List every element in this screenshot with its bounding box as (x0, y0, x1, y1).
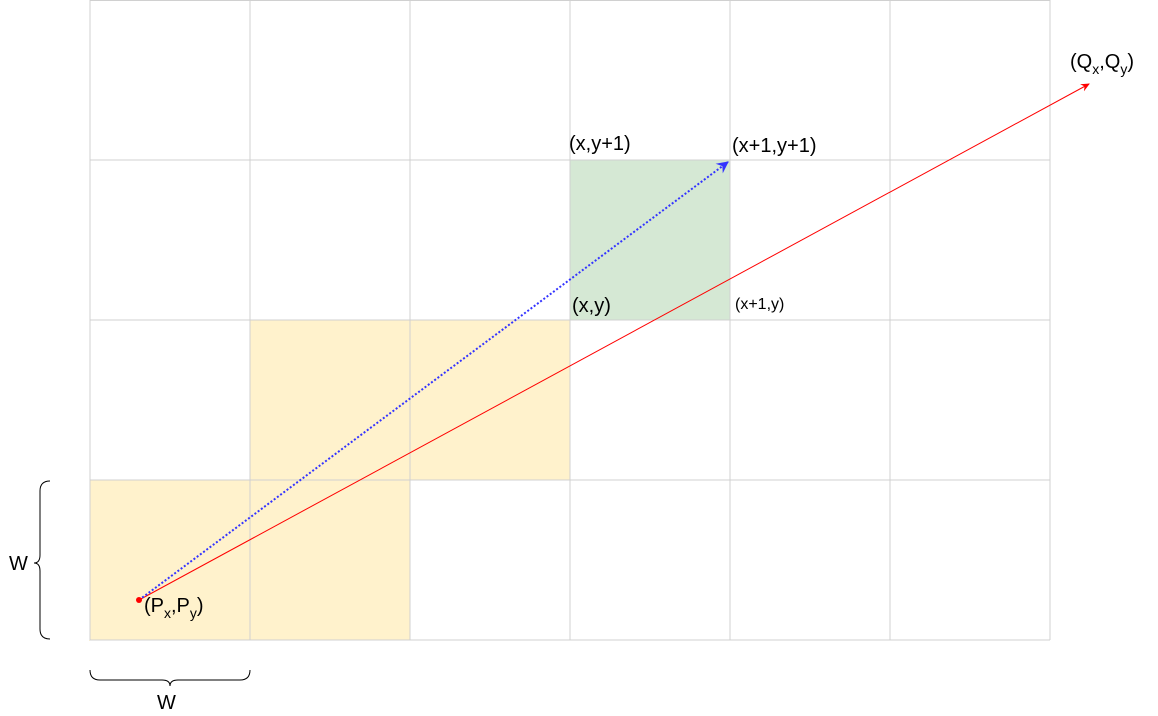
cell-bottom-right-label: (x+1,y) (735, 296, 784, 313)
cell-top-left-label: (x,y+1) (569, 133, 631, 155)
traversed-cell (249, 479, 411, 641)
cell-bottom-left-label: (x,y) (572, 295, 611, 317)
grid (89, 0, 1051, 641)
cell-top-right-label: (x+1,y+1) (732, 135, 816, 157)
traversed-cell (409, 319, 571, 481)
ray-p-to-q (138, 83, 1090, 601)
vertical-width-label: W (9, 553, 28, 575)
vertical-width-brace (33, 480, 51, 640)
horizontal-width-label: W (157, 692, 176, 714)
q-point-label: (Qx,Qy) (1070, 51, 1134, 77)
traversed-cell (249, 319, 411, 481)
horizontal-width-brace (89, 669, 251, 687)
origin-point (136, 597, 142, 603)
traversed-cell (89, 479, 251, 641)
p-point-label: (Px,Py) (144, 595, 204, 621)
